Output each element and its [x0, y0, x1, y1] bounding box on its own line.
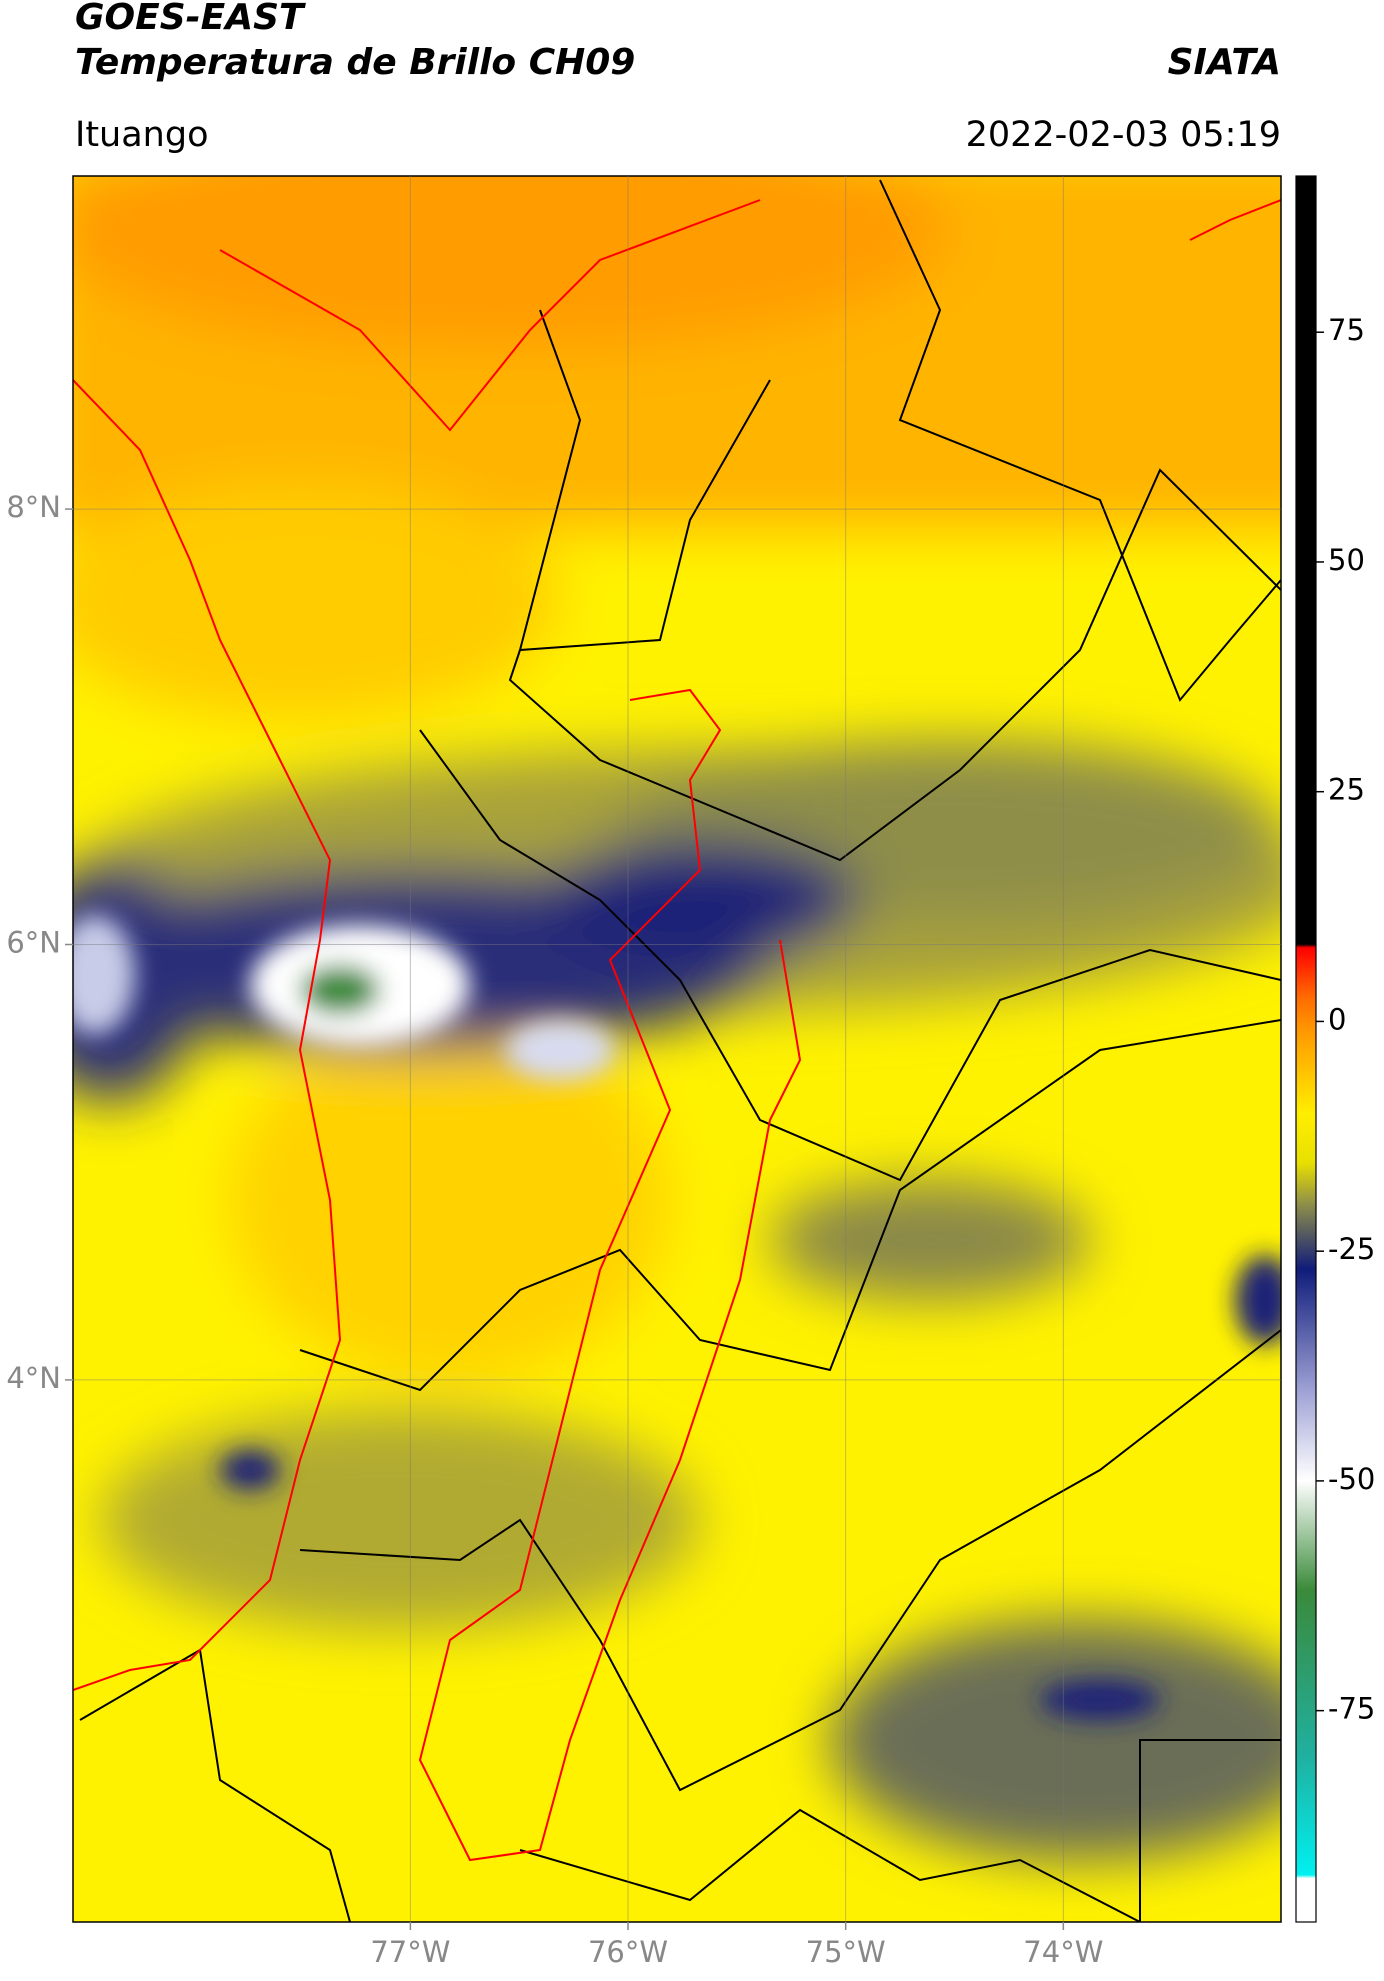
colorbar-tick-label: 0 — [1328, 1002, 1346, 1036]
colorbar — [1295, 175, 1317, 1923]
datetime: 2022-02-03 05:19 — [966, 115, 1281, 155]
y-tick-label: 6°N — [6, 926, 61, 960]
x-tick-label: 77°W — [370, 1935, 450, 1969]
x-tick-label: 76°W — [588, 1935, 668, 1969]
title: GOES-EAST — [75, 0, 306, 38]
colorbar-tick-label: -50 — [1328, 1462, 1375, 1496]
satellite-image — [73, 176, 1281, 1922]
x-tick-label: 74°W — [1023, 1935, 1103, 1969]
y-tick-label: 4°N — [6, 1361, 61, 1395]
colorbar-tick-label: 25 — [1328, 773, 1365, 807]
location: Ituango — [75, 115, 209, 155]
map-frame — [72, 175, 1282, 1923]
subtitle: Temperatura de Brillo CH09 — [75, 42, 635, 83]
colorbar-tick-label: -75 — [1328, 1692, 1375, 1726]
x-tick-label: 75°W — [806, 1935, 886, 1969]
y-tick-label: 8°N — [6, 490, 61, 524]
colorbar-tick-label: 50 — [1328, 543, 1365, 577]
colorbar-tick-label: 75 — [1328, 313, 1365, 347]
colorbar-tick-label: -25 — [1328, 1232, 1375, 1266]
source: SIATA — [1168, 42, 1281, 83]
